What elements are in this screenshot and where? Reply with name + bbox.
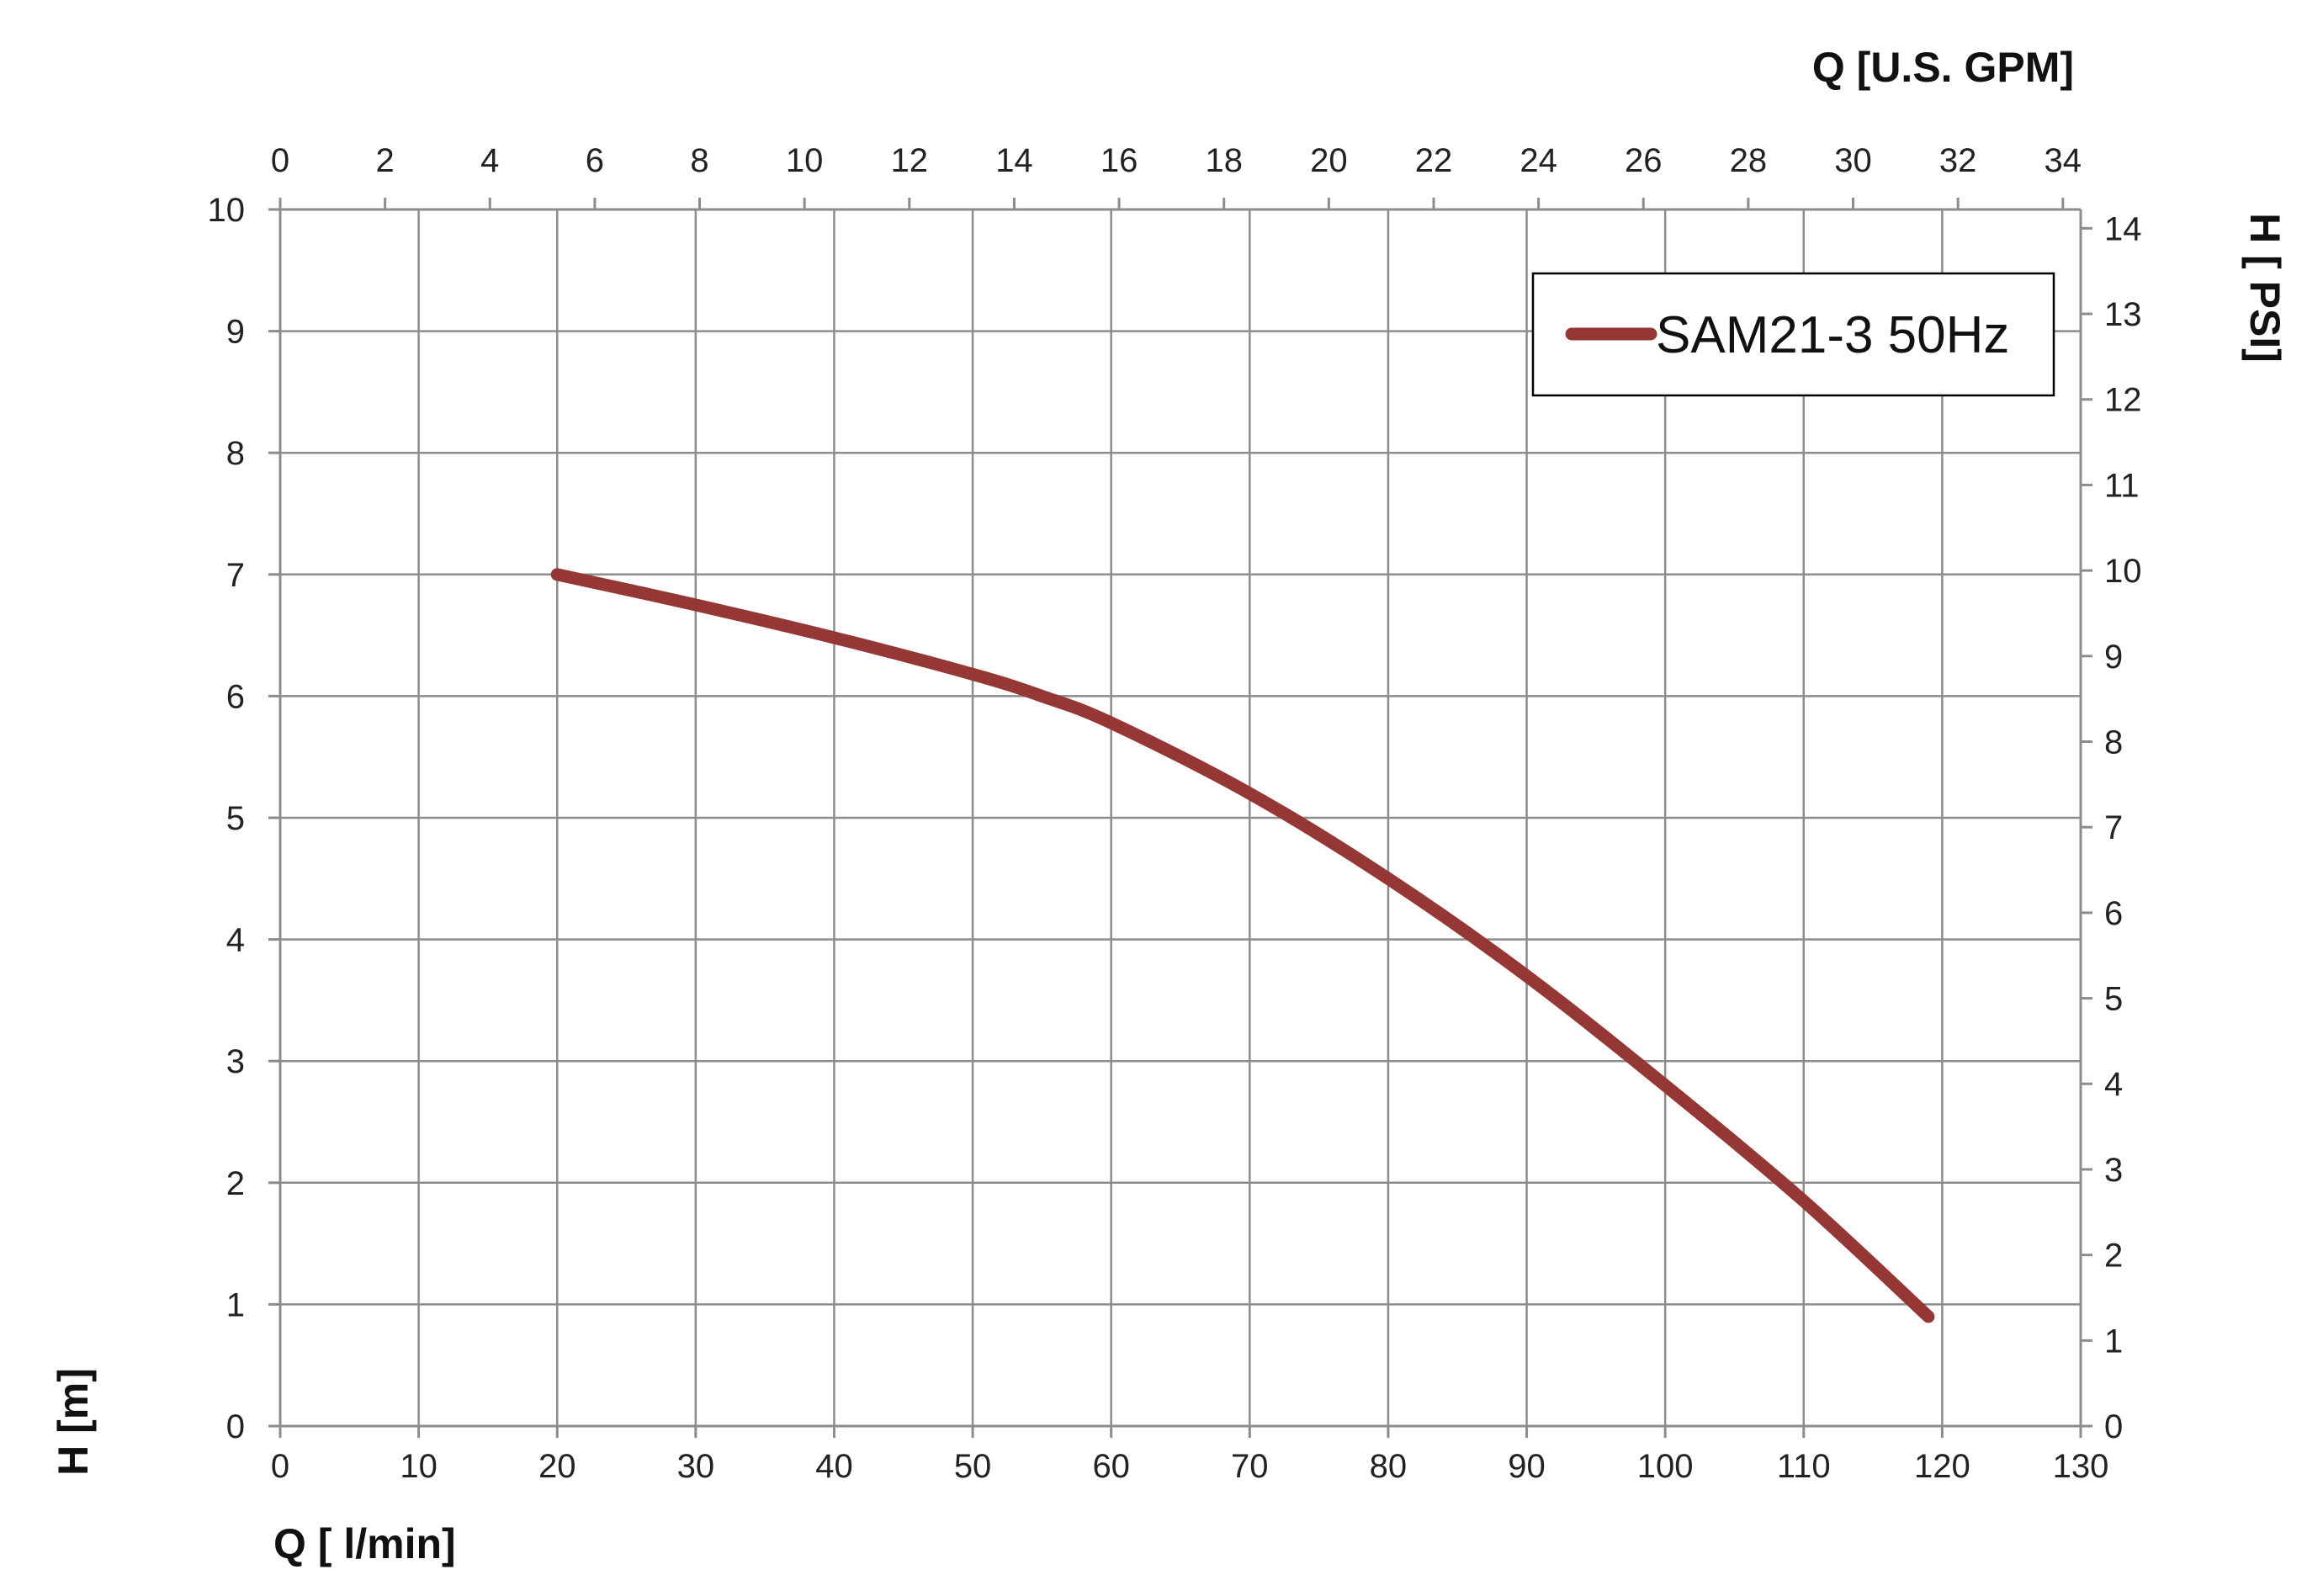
y2-tick-label: 4 bbox=[2104, 1066, 2123, 1103]
x2-tick-label: 14 bbox=[995, 142, 1033, 179]
x2-tick-label: 0 bbox=[271, 142, 289, 179]
x-axis-title: Q [ l/min] bbox=[273, 1520, 456, 1567]
x2-tick-label: 2 bbox=[376, 142, 395, 179]
y2-tick-label: 14 bbox=[2104, 210, 2142, 247]
x-tick-label: 70 bbox=[1231, 1448, 1269, 1485]
x2-tick-label: 18 bbox=[1205, 142, 1243, 179]
y2-tick-label: 8 bbox=[2104, 724, 2123, 761]
y2-tick-label: 6 bbox=[2104, 895, 2123, 932]
x2-tick-label: 16 bbox=[1101, 142, 1138, 179]
data-point bbox=[1524, 973, 1530, 978]
y2-tick-label: 10 bbox=[2104, 553, 2142, 590]
series-line bbox=[550, 568, 1935, 1323]
data-point bbox=[1385, 876, 1391, 882]
x-tick-label: 120 bbox=[1914, 1448, 1970, 1485]
x2-tick-label: 32 bbox=[1939, 142, 1977, 179]
tick-labels: 0 10 20 30 40 50 60 70 80 90 100 110 120 130012345678… bbox=[208, 142, 2142, 1485]
y-tick-label: 6 bbox=[226, 678, 245, 715]
y-tick-label: 7 bbox=[226, 557, 245, 594]
y2-tick-label: 12 bbox=[2104, 382, 2142, 419]
y2-tick-label: 7 bbox=[2104, 809, 2123, 846]
x2-tick-label: 20 bbox=[1310, 142, 1348, 179]
x-tick-label: 100 bbox=[1637, 1448, 1694, 1485]
x-tick-label: 20 bbox=[538, 1448, 576, 1485]
y-tick-label: 2 bbox=[226, 1165, 245, 1202]
y2-tick-label: 9 bbox=[2104, 639, 2123, 676]
x2-tick-label: 10 bbox=[786, 142, 824, 179]
y2-axis-title: H [ PSI] bbox=[2241, 213, 2289, 363]
x2-tick-label: 30 bbox=[1834, 142, 1872, 179]
y-tick-label: 1 bbox=[226, 1286, 245, 1323]
x2-tick-label: 24 bbox=[1519, 142, 1557, 179]
data-point bbox=[554, 571, 560, 577]
legend-label: SAM21-3 50Hz bbox=[1656, 306, 2009, 364]
y2-tick-label: 3 bbox=[2104, 1152, 2123, 1189]
legend: SAM21-3 50Hz bbox=[1531, 272, 2055, 397]
data-point bbox=[831, 635, 837, 640]
y2-tick-label: 13 bbox=[2104, 296, 2142, 333]
y2-tick-label: 1 bbox=[2104, 1323, 2123, 1360]
data-point bbox=[692, 602, 698, 607]
x2-tick-label: 12 bbox=[891, 142, 929, 179]
y-tick-label: 4 bbox=[226, 922, 245, 959]
data-point bbox=[1801, 1198, 1806, 1204]
data-point bbox=[1663, 1083, 1668, 1089]
y-tick-label: 5 bbox=[226, 800, 245, 837]
y2-tick-label: 2 bbox=[2104, 1238, 2123, 1275]
x2-tick-label: 22 bbox=[1415, 142, 1453, 179]
data-point bbox=[1247, 791, 1253, 797]
x-tick-label: 10 bbox=[400, 1448, 438, 1485]
x-tick-label: 50 bbox=[954, 1448, 992, 1485]
x2-tick-label: 4 bbox=[480, 142, 499, 179]
data-point bbox=[1039, 693, 1045, 699]
x2-tick-label: 6 bbox=[586, 142, 604, 179]
x-tick-label: 30 bbox=[677, 1448, 715, 1485]
x-tick-label: 90 bbox=[1508, 1448, 1546, 1485]
x2-axis-title: Q [U.S. GPM] bbox=[1812, 44, 2074, 91]
y-tick-label: 10 bbox=[208, 192, 246, 229]
x-tick-label: 60 bbox=[1092, 1448, 1130, 1485]
x2-tick-label: 34 bbox=[2045, 142, 2082, 179]
y-tick-label: 0 bbox=[226, 1408, 245, 1445]
x-tick-label: 0 bbox=[271, 1448, 289, 1485]
data-point bbox=[1108, 720, 1114, 726]
y2-tick-label: 11 bbox=[2104, 467, 2140, 504]
series-layer bbox=[550, 568, 1935, 1323]
data-point bbox=[1925, 1313, 1931, 1319]
y-tick-label: 8 bbox=[226, 435, 245, 472]
y2-tick-label: 0 bbox=[2104, 1408, 2123, 1445]
y-tick-label: 3 bbox=[226, 1043, 245, 1080]
y2-tick-label: 5 bbox=[2104, 981, 2123, 1018]
x2-tick-label: 8 bbox=[690, 142, 708, 179]
x2-tick-label: 28 bbox=[1730, 142, 1768, 179]
x2-tick-label: 26 bbox=[1625, 142, 1663, 179]
x-tick-label: 110 bbox=[1777, 1448, 1831, 1485]
x-tick-label: 130 bbox=[2053, 1448, 2109, 1485]
axes bbox=[268, 198, 2092, 1438]
data-point bbox=[970, 671, 976, 677]
y-tick-label: 9 bbox=[226, 314, 245, 351]
x-tick-label: 40 bbox=[815, 1448, 853, 1485]
x-tick-label: 80 bbox=[1370, 1448, 1408, 1485]
y-axis-title: H [m] bbox=[50, 1368, 97, 1476]
